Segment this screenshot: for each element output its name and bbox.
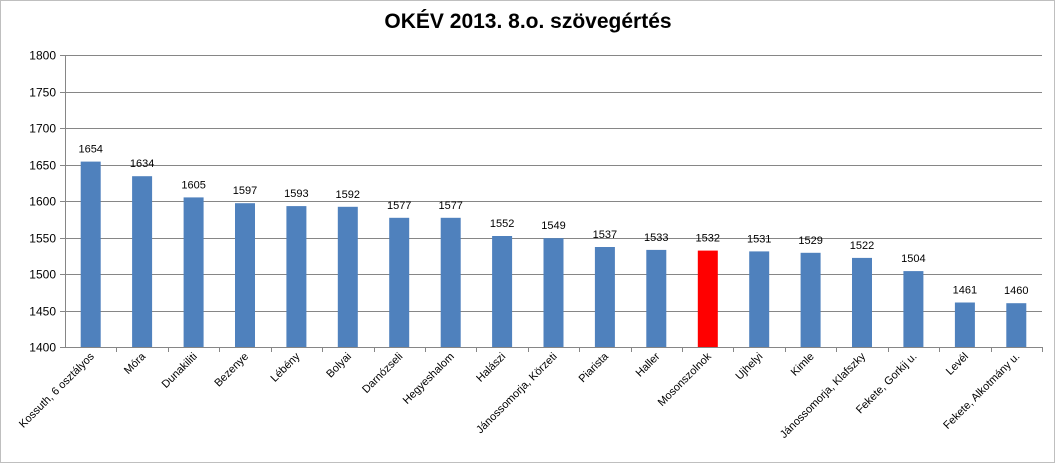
category-label: Kimle	[789, 351, 817, 379]
category-label: Lébény	[269, 350, 303, 384]
bars	[80, 161, 1027, 347]
bar	[440, 217, 461, 347]
data-label: 1577	[438, 200, 462, 212]
bar	[132, 176, 153, 347]
data-label: 1504	[901, 253, 925, 265]
category-label: Darnózseli	[360, 351, 405, 396]
x-axis-categories: Kossuth, 6 osztályos Móra Dunakiliti Bezeny…	[17, 350, 1022, 441]
bar	[492, 236, 513, 347]
data-label: 1654	[78, 144, 102, 156]
category-label: Dunakiliti	[160, 351, 200, 391]
data-label: 1592	[336, 189, 360, 201]
data-label: 1533	[644, 232, 668, 244]
bar	[749, 251, 770, 347]
data-label: 1461	[953, 285, 977, 297]
bar	[903, 271, 924, 347]
category-label: Levél	[944, 351, 971, 378]
category-label: Halászi	[474, 351, 508, 385]
y-tick-label: 1400	[29, 341, 56, 355]
data-label: 1597	[233, 185, 257, 197]
category-label: Jánossomorja, Klafszky	[778, 350, 869, 441]
category-label: Kossuth, 6 osztályos	[17, 350, 97, 430]
y-tick-label: 1750	[29, 86, 56, 100]
bar	[594, 247, 615, 347]
y-tick-label: 1600	[29, 195, 56, 209]
chart-title: OKÉV 2013. 8.o. szövegértés	[384, 10, 672, 33]
y-tick-label: 1500	[29, 268, 56, 282]
y-tick-label: 1550	[29, 232, 56, 246]
bar	[235, 203, 255, 347]
y-tick-label: 1650	[29, 159, 56, 173]
data-label: 1634	[130, 158, 154, 170]
category-label: Piarista	[577, 350, 612, 385]
data-label: 1460	[1004, 285, 1028, 297]
category-label: Móra	[122, 350, 149, 377]
data-labels: 1654 1634 1605 1597 1593 1592 1577 1577 1552 1549…	[78, 144, 1028, 298]
category-label: Bolyai	[324, 351, 354, 381]
data-label: 1531	[747, 233, 771, 245]
bar	[389, 217, 410, 347]
data-label: 1577	[387, 200, 411, 212]
bar	[800, 252, 821, 347]
data-label: 1593	[284, 188, 308, 200]
data-label: 1549	[541, 220, 565, 232]
bar	[286, 206, 307, 347]
bar	[1006, 303, 1027, 347]
category-label: Mosonszolnok	[656, 350, 715, 409]
bar	[852, 257, 872, 347]
bar	[697, 250, 718, 347]
data-label: 1529	[798, 235, 822, 247]
category-label: Hegyeshalom	[401, 351, 457, 407]
data-label: 1532	[696, 233, 720, 245]
bar	[543, 238, 564, 347]
y-axis-ticks: 1400 1450 1500 1550 1600 1650 1700 1750 1800	[29, 49, 65, 355]
y-tick-label: 1450	[29, 305, 56, 319]
category-label: Bezenye	[212, 351, 251, 390]
axes	[65, 55, 1043, 352]
data-label: 1537	[593, 229, 617, 241]
bar	[80, 161, 101, 347]
bar	[646, 249, 667, 347]
y-tick-label: 1800	[29, 49, 56, 63]
category-label: Ujhelyi	[733, 351, 765, 383]
bar	[954, 302, 975, 347]
category-label: Haller	[634, 350, 663, 379]
y-tick-label: 1700	[29, 122, 56, 136]
bar	[183, 197, 204, 347]
data-label: 1522	[850, 240, 874, 252]
bar	[337, 206, 358, 347]
data-label: 1552	[490, 218, 514, 230]
data-label: 1605	[181, 179, 205, 191]
